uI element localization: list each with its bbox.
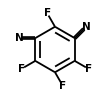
Text: F: F xyxy=(44,8,51,18)
Text: F: F xyxy=(59,81,66,91)
Text: F: F xyxy=(85,64,92,74)
Text: N: N xyxy=(15,33,24,43)
Text: F: F xyxy=(18,64,25,74)
Text: N: N xyxy=(82,22,90,32)
